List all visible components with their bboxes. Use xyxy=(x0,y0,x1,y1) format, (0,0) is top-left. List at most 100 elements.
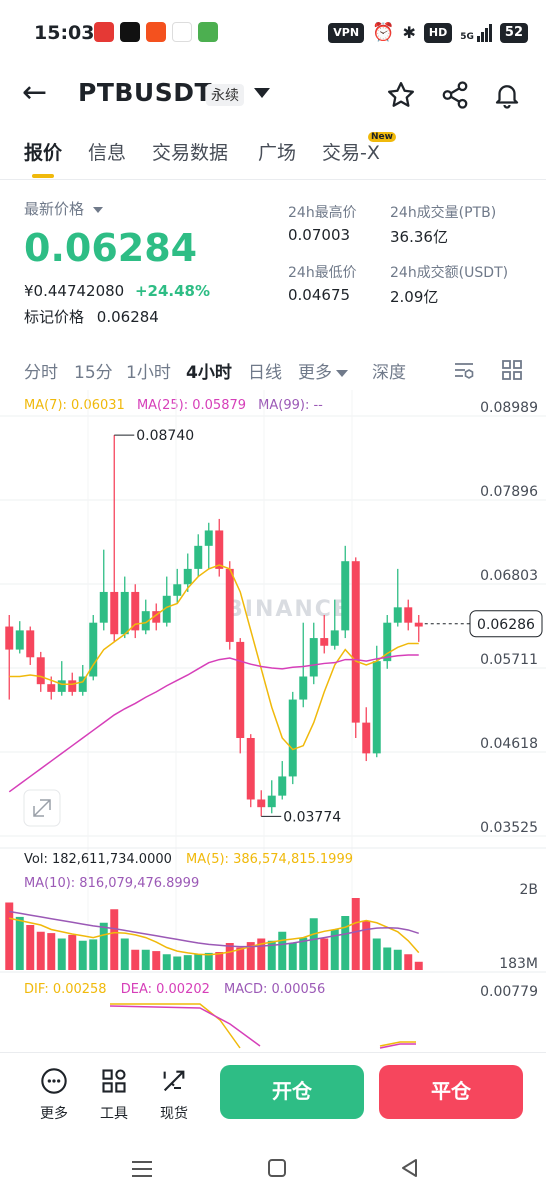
star-icon[interactable] xyxy=(386,80,416,110)
candle-up xyxy=(183,568,192,585)
dif-label: DIF: 0.00258 xyxy=(24,982,107,997)
volume-bar xyxy=(383,947,392,970)
candle-up xyxy=(299,676,308,700)
dea-line-end xyxy=(379,1043,416,1049)
volume-bar xyxy=(47,933,56,970)
candle-up xyxy=(99,591,108,623)
volume-bar xyxy=(131,949,140,970)
ma7-label: MA(7): 0.06031 xyxy=(24,398,125,413)
vpn-icon: VPN xyxy=(328,22,365,43)
low-label: 24h最低价 xyxy=(288,265,357,281)
volume-label: 24h成交量(PTB) xyxy=(390,205,497,221)
volume-bar xyxy=(288,943,297,970)
symbol-title[interactable]: PTBUSDT xyxy=(78,78,213,107)
status-time: 15:03 xyxy=(34,22,95,44)
chart-area[interactable]: MA(7): 0.06031 MA(25): 0.05879 MA(99): -… xyxy=(0,390,546,1050)
interval-4h[interactable]: 4小时 xyxy=(186,363,232,383)
last-price-caret-icon xyxy=(93,206,104,213)
interval-15m[interactable]: 15分 xyxy=(74,363,113,383)
tab-trading-data[interactable]: 交易数据 xyxy=(152,142,229,164)
volume-bar xyxy=(194,954,203,970)
last-price-label-row[interactable]: 最新价格 xyxy=(24,198,104,219)
y-tick-label: 0.04618 xyxy=(480,736,538,752)
volume-bar xyxy=(225,943,234,970)
back-arrow-icon[interactable]: ← xyxy=(22,75,48,110)
volume-bar xyxy=(99,922,108,970)
tab-square[interactable]: 广场 xyxy=(258,142,297,164)
candle-down xyxy=(320,638,329,646)
indicator-settings-icon[interactable] xyxy=(452,358,476,382)
spot-label: 现货 xyxy=(160,1106,188,1122)
candle-up xyxy=(120,591,129,635)
layout-grid-icon[interactable] xyxy=(500,358,524,382)
menu-nav-icon[interactable] xyxy=(130,1158,154,1180)
candle-up xyxy=(141,611,150,631)
google-icon xyxy=(172,22,192,42)
volume-bar xyxy=(257,938,266,970)
volume-bar xyxy=(204,952,213,970)
cny-price-row: ¥0.44742080 +24.48% xyxy=(24,282,210,300)
candle-down xyxy=(257,799,266,808)
candle-down xyxy=(36,657,45,685)
volume-bar xyxy=(215,952,224,970)
ma25-line xyxy=(8,654,419,793)
candle-up xyxy=(288,699,297,777)
spot-button[interactable]: 现货 xyxy=(152,1067,196,1123)
bluetooth-icon: ✱ xyxy=(402,23,416,42)
dea-line xyxy=(109,1005,261,1047)
macd-top-label: 0.00779 xyxy=(480,984,538,1000)
macd-label: MACD: 0.00056 xyxy=(224,982,326,997)
ma-legend: MA(7): 0.06031 MA(25): 0.05879 MA(99): -… xyxy=(24,398,323,413)
new-badge: New xyxy=(368,132,396,142)
candle-down xyxy=(110,591,119,635)
bell-icon[interactable] xyxy=(492,80,522,110)
interval-time[interactable]: 分时 xyxy=(24,363,58,383)
more-caret-icon xyxy=(336,369,348,377)
candle-down xyxy=(215,530,224,569)
y-tick-label: 0.08989 xyxy=(480,400,538,416)
interval-depth[interactable]: 深度 xyxy=(372,363,406,383)
candle-down xyxy=(236,641,245,738)
high-label: 24h最高价 xyxy=(288,205,357,221)
more-button[interactable]: 更多 xyxy=(32,1067,76,1123)
candle-down xyxy=(68,680,77,692)
volume-bar xyxy=(372,938,381,970)
high-value: 0.07003 xyxy=(288,226,351,244)
interval-more[interactable]: 更多 xyxy=(298,358,348,383)
volume-bar xyxy=(78,940,87,970)
tools-button[interactable]: 工具 xyxy=(92,1067,136,1123)
interval-bar: 分时 15分 1小时 4小时 日线 更多 深度 xyxy=(0,354,546,386)
tab-trade-x[interactable]: 交易-X xyxy=(322,142,380,164)
volume-bar xyxy=(414,961,423,970)
back-nav-icon[interactable] xyxy=(398,1157,420,1179)
spot-swap-icon xyxy=(163,1070,185,1092)
tab-info[interactable]: 信息 xyxy=(88,142,127,164)
more-dots-icon xyxy=(41,1068,67,1094)
volume-bar xyxy=(393,949,402,970)
candle-up xyxy=(330,630,339,646)
open-position-button[interactable]: 开仓 xyxy=(220,1065,364,1119)
candle-down xyxy=(26,630,35,658)
home-nav-icon[interactable] xyxy=(266,1157,288,1179)
candle-up xyxy=(393,607,402,623)
share-icon[interactable] xyxy=(440,80,470,110)
ma7-line xyxy=(9,564,419,751)
volume-bar xyxy=(110,909,119,970)
volume-bar xyxy=(299,937,308,970)
vol-ma10-label: MA(10): 816,079,476.8999 xyxy=(24,876,200,891)
system-nav-bar xyxy=(0,1140,546,1200)
close-position-button[interactable]: 平仓 xyxy=(379,1065,523,1119)
tab-quote[interactable]: 报价 xyxy=(24,142,63,164)
volume-bar xyxy=(362,920,371,970)
volume-bar xyxy=(278,931,287,970)
volume-bar xyxy=(341,916,350,970)
more-label: 更多 xyxy=(40,1106,68,1122)
kline-chart[interactable]: 0.08989 0.07896 0.06803 0.05711 0.04618 0.035… xyxy=(0,390,546,1050)
interval-1d[interactable]: 日线 xyxy=(248,363,282,383)
volume-bar xyxy=(309,918,318,970)
symbol-dropdown-caret-icon[interactable] xyxy=(254,88,270,98)
interval-1h[interactable]: 1小时 xyxy=(126,363,171,383)
volume-bar xyxy=(89,939,98,970)
volume-bar xyxy=(68,934,77,970)
candle-up xyxy=(267,795,276,808)
